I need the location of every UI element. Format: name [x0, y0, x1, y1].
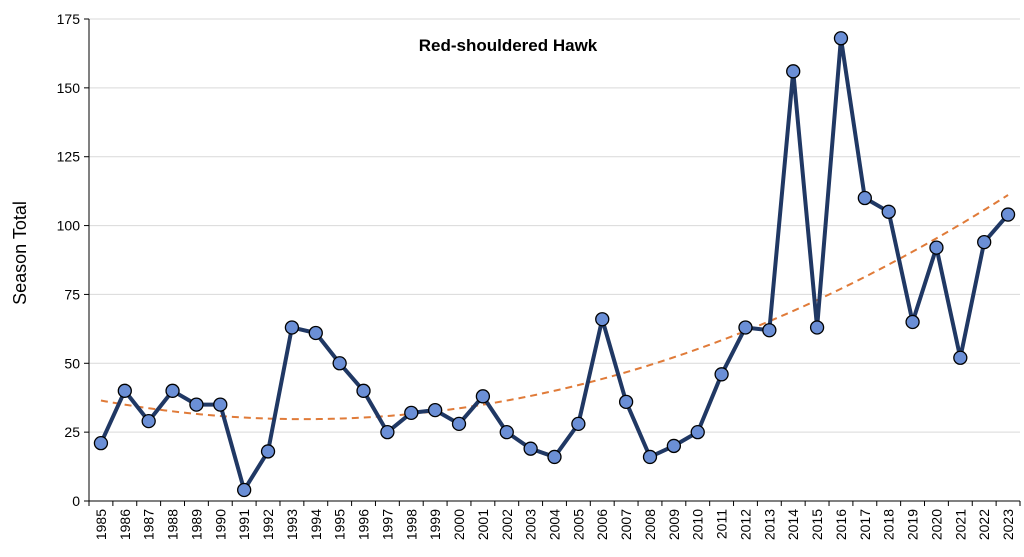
data-point-2017	[857, 190, 872, 206]
data-point-1988	[165, 383, 180, 398]
y-tick-label: 125	[57, 149, 81, 165]
data-point-2002	[499, 424, 514, 440]
data-point-1991	[237, 482, 252, 498]
x-tick-label: 2016	[833, 509, 849, 540]
x-tick-label: 1987	[141, 509, 157, 540]
x-tick-label: 1990	[212, 509, 228, 540]
x-tick-label: 2012	[737, 509, 753, 540]
x-tick-label: 2017	[857, 509, 873, 540]
x-tick-label: 2015	[809, 509, 825, 540]
data-point-1999	[427, 402, 443, 418]
x-tick-label: 2014	[785, 509, 801, 540]
data-point-1990	[213, 397, 228, 412]
x-tick-label: 2019	[905, 509, 921, 540]
data-point-2001	[475, 389, 491, 404]
data-point-1992	[260, 444, 276, 459]
data-point-1994	[308, 325, 323, 341]
x-tick-label: 1991	[236, 509, 252, 540]
x-tick-label: 1986	[117, 509, 133, 540]
data-point-1996	[356, 383, 371, 398]
data-point-2000	[451, 416, 467, 432]
y-tick-label: 175	[57, 11, 81, 27]
data-point-1997	[380, 424, 395, 440]
data-point-2006	[595, 312, 610, 327]
y-tick-label: 150	[57, 80, 81, 96]
data-point-2007	[618, 394, 634, 409]
data-point-2003	[523, 441, 538, 456]
x-axis-ticks: 1985 1986 1987 1988 1989 1990 1991 1992 1993 1994…	[88, 501, 1021, 540]
x-tick-label: 2011	[714, 509, 730, 539]
data-point-1993	[284, 320, 300, 335]
x-tick-label: 2007	[618, 509, 634, 540]
y-tick-label: 75	[64, 286, 80, 302]
data-point-2011	[714, 367, 729, 382]
x-tick-label: 2003	[523, 509, 539, 540]
y-tick-label: 0	[72, 493, 80, 509]
x-tick-label: 2023	[1000, 509, 1016, 540]
x-tick-label: 2006	[594, 509, 610, 540]
y-tick-label: 25	[64, 424, 80, 440]
data-point-2019	[905, 314, 920, 330]
data-point-2008	[642, 449, 658, 465]
y-tick-label: 100	[57, 218, 81, 234]
data-point-2020	[929, 240, 944, 255]
data-point-2016	[833, 31, 849, 46]
x-tick-label: 1989	[188, 509, 204, 540]
data-point-2009	[666, 438, 682, 454]
x-tick-label: 2004	[547, 509, 563, 540]
gridlines	[89, 18, 1020, 433]
chart-title: Red-shouldered Hawk	[419, 36, 598, 55]
x-tick-label: 2020	[928, 509, 944, 540]
x-tick-label: 1995	[332, 509, 348, 540]
x-tick-label: 2005	[570, 509, 586, 540]
data-point-2015	[809, 320, 825, 335]
x-tick-label: 1993	[284, 509, 300, 540]
x-tick-label: 2001	[475, 509, 491, 540]
x-tick-label: 2002	[499, 509, 515, 540]
y-tick-label: 50	[64, 355, 80, 371]
x-tick-label: 1988	[165, 509, 181, 540]
trendline	[100, 194, 1009, 421]
data-point-1986	[117, 383, 132, 398]
y-axis-title: Season Total	[10, 201, 30, 305]
y-axis-ticks: 0 25 50 75 100 125 150 175	[57, 11, 89, 509]
x-tick-label: 1994	[308, 509, 324, 540]
data-point-2022	[977, 234, 992, 250]
data-point-1998	[404, 405, 419, 421]
x-tick-label: 2008	[642, 509, 658, 540]
data-point-2021	[953, 350, 968, 365]
x-tick-label: 1999	[427, 509, 443, 540]
x-tick-label: 2021	[952, 509, 968, 540]
data-point-2012	[738, 320, 753, 335]
x-tick-label: 2022	[976, 509, 992, 540]
x-tick-label: 1992	[260, 509, 276, 540]
x-tick-label: 2009	[666, 509, 682, 540]
data-point-2010	[690, 424, 705, 440]
x-tick-label: 1996	[356, 509, 372, 540]
data-point-1987	[141, 413, 156, 429]
data-point-2013	[762, 323, 777, 338]
data-point-1995	[332, 356, 347, 371]
series-line	[99, 36, 1010, 492]
data-point-2005	[571, 416, 586, 432]
x-tick-label: 1985	[93, 509, 109, 540]
x-tick-label: 1997	[379, 509, 395, 540]
data-points	[93, 31, 1016, 498]
x-tick-label: 2013	[761, 509, 777, 540]
x-tick-label: 2010	[690, 509, 706, 540]
x-tick-label: 2018	[881, 509, 897, 540]
data-point-2004	[547, 449, 562, 465]
data-point-1989	[189, 397, 204, 412]
data-point-2014	[786, 64, 801, 79]
data-point-1985	[93, 436, 109, 451]
x-tick-label: 2000	[451, 509, 467, 540]
data-point-2018	[881, 204, 896, 219]
data-point-2023	[1000, 207, 1016, 222]
x-tick-label: 1998	[403, 509, 419, 540]
